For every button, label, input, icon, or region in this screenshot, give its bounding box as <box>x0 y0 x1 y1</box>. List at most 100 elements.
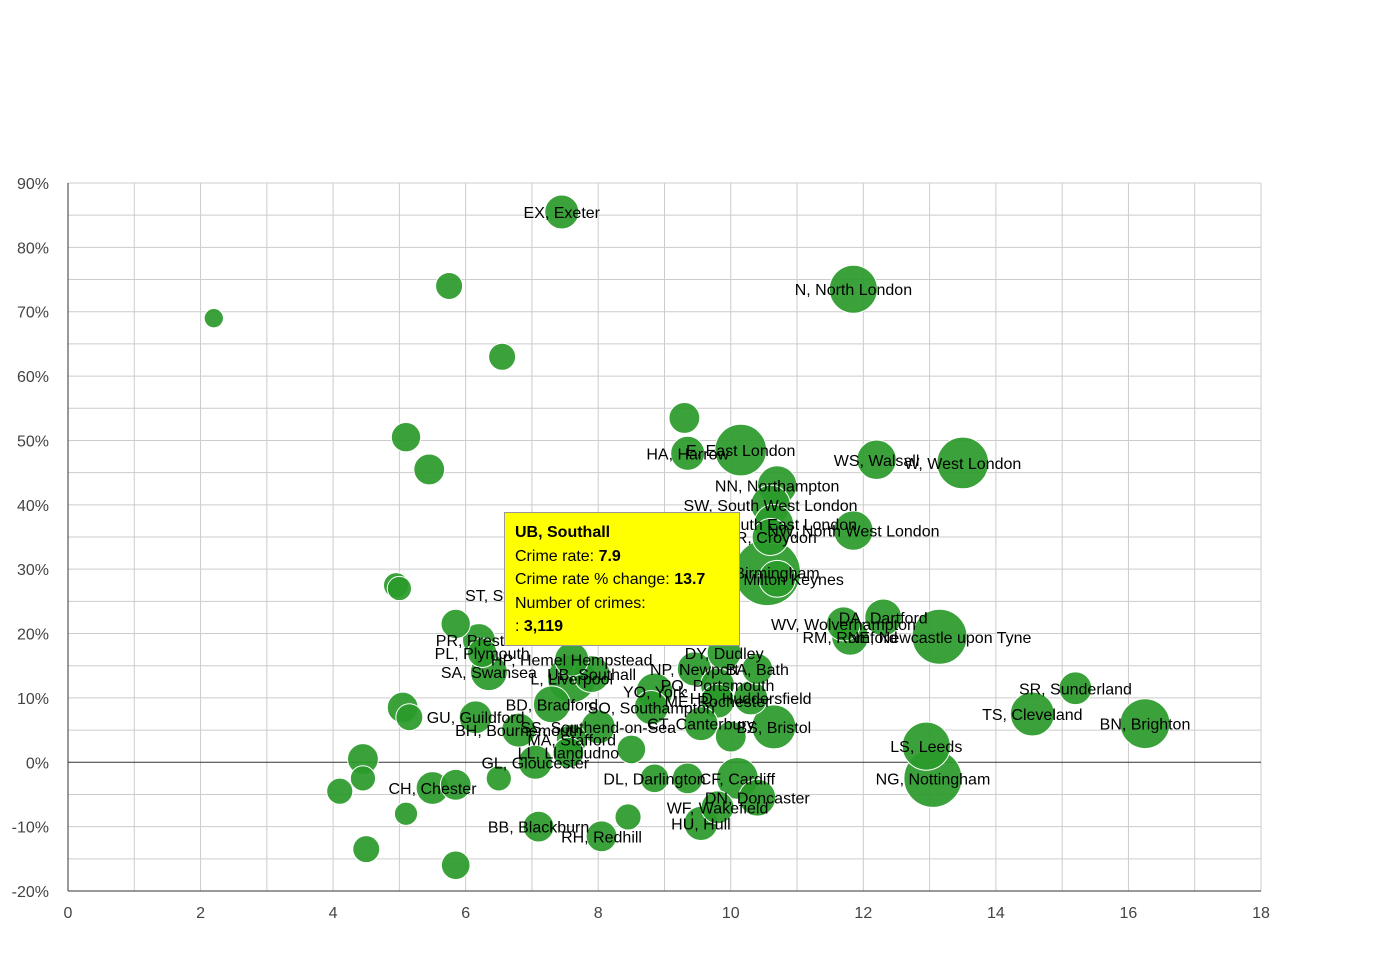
bubble[interactable] <box>467 637 498 669</box>
bubble-label: BB, Blackburn <box>488 820 589 837</box>
bubble-label: GL, Gloucester <box>481 755 589 772</box>
bubble[interactable] <box>395 703 424 732</box>
y-tick-label: 60% <box>17 369 49 386</box>
bubble[interactable] <box>349 765 377 792</box>
bubble[interactable] <box>825 606 861 642</box>
bubble[interactable] <box>758 559 797 598</box>
bubble-label: DL, Darlington <box>603 771 705 788</box>
bubble[interactable] <box>413 453 446 486</box>
bubble-label: GU, Guildford <box>427 710 525 727</box>
y-tick-label: 40% <box>17 498 49 515</box>
bubble[interactable] <box>741 653 774 685</box>
bubble[interactable] <box>532 685 571 724</box>
bubble[interactable] <box>714 720 747 753</box>
bubble[interactable] <box>326 777 354 805</box>
bubble[interactable] <box>911 608 968 665</box>
bubble-label: EX, Exeter <box>524 205 601 222</box>
bubble-label: HA, Harrow <box>646 446 729 463</box>
bubble-label: SW, South West London <box>684 498 858 515</box>
bubble-label: RH, Redhill <box>561 829 642 846</box>
y-tick-label: -20% <box>12 884 49 901</box>
bubble[interactable] <box>714 423 768 477</box>
bubble[interactable] <box>390 422 422 453</box>
tooltip-change-value: 13.7 <box>674 571 706 588</box>
bubble-label: WS, Walsall <box>834 453 920 470</box>
bubble[interactable] <box>670 435 706 471</box>
bubble-label: SS, Southend-on-Sea <box>520 720 676 737</box>
bubble[interactable] <box>668 402 701 434</box>
tooltip-crime-rate-label: Crime rate: <box>515 547 595 565</box>
bubble-label: MK, Milton Keynes <box>710 572 843 589</box>
bubble[interactable] <box>544 194 580 230</box>
bubble[interactable] <box>440 850 471 881</box>
bubble[interactable] <box>700 790 735 825</box>
bubble[interactable] <box>751 704 797 750</box>
bubble-label: BS, Bristol <box>737 720 812 737</box>
bubble[interactable] <box>552 736 585 769</box>
bubble-label: CH, Chester <box>389 781 478 798</box>
tooltip-crimes-value: 3,119 <box>523 618 564 635</box>
bubble-label: HU, Hull <box>671 816 731 833</box>
bubble[interactable] <box>833 510 874 551</box>
bubble[interactable] <box>614 803 642 831</box>
bubble[interactable] <box>856 439 897 480</box>
bubble[interactable] <box>936 436 990 490</box>
y-tick-label: 30% <box>17 562 49 579</box>
x-tick-label: 16 <box>1120 905 1138 922</box>
bubble[interactable] <box>485 765 512 792</box>
bubble[interactable] <box>435 271 464 300</box>
x-tick-label: 12 <box>854 905 872 922</box>
bubble[interactable] <box>639 763 670 794</box>
bubble[interactable] <box>738 778 777 817</box>
bubble[interactable] <box>1058 671 1093 706</box>
bubble-label: HP, Hemel Hempstead <box>491 652 653 669</box>
bubble[interactable] <box>439 768 472 801</box>
bubble-label: PR, Preston <box>436 633 522 650</box>
tooltip-crimes-prefix: : <box>515 618 520 635</box>
bubble[interactable] <box>1119 698 1171 750</box>
bubble[interactable] <box>352 835 381 864</box>
bubble[interactable] <box>901 721 951 771</box>
bubble-label: NW, North West London <box>767 524 939 541</box>
y-tick-label: 0% <box>26 755 49 772</box>
bubble-label: NP, Newport <box>650 662 739 679</box>
bubbles <box>203 194 1171 881</box>
bubble[interactable] <box>616 734 647 765</box>
bubble[interactable] <box>440 608 471 640</box>
bubble-label: NE, Newcastle upon Tyne <box>848 630 1032 647</box>
bubble-label: HD, Huddersfield <box>690 691 812 708</box>
x-tick-label: 2 <box>196 905 205 922</box>
bubble[interactable] <box>386 575 413 602</box>
bubble[interactable] <box>751 518 790 556</box>
x-tick-label: 0 <box>64 905 73 922</box>
bubble[interactable] <box>671 762 704 795</box>
x-tick-label: 14 <box>987 905 1005 922</box>
bubble[interactable] <box>585 820 618 853</box>
bubble-label: LS, Leeds <box>890 739 962 756</box>
bubble[interactable] <box>393 801 419 826</box>
bubble[interactable] <box>828 264 878 314</box>
bubble-label: YO, York <box>623 684 687 701</box>
bubble[interactable] <box>683 706 719 742</box>
y-tick-label: 50% <box>17 433 49 450</box>
bubble[interactable] <box>501 712 537 748</box>
bubble[interactable] <box>1009 691 1055 737</box>
y-tick-label: 70% <box>17 305 49 322</box>
bubble[interactable] <box>864 598 903 637</box>
bubble-label: DN, Doncaster <box>705 791 811 808</box>
bubble[interactable] <box>203 308 224 329</box>
bubble-label: NG, Nottingham <box>876 771 991 788</box>
x-tick-label: 8 <box>594 905 603 922</box>
bubble[interactable] <box>522 810 555 843</box>
bubble-label: BN, Brighton <box>1100 717 1191 734</box>
bubble[interactable] <box>458 700 493 735</box>
bubble-label: B, Birmingham <box>715 565 820 582</box>
bubble-label: SR, Sunderland <box>1019 681 1132 698</box>
bubble[interactable] <box>580 709 616 745</box>
bubble[interactable] <box>517 744 553 780</box>
bubble[interactable] <box>488 342 517 371</box>
bubble[interactable] <box>633 690 669 726</box>
x-tick-label: 18 <box>1252 905 1270 922</box>
bubble-label: N, North London <box>795 282 912 299</box>
